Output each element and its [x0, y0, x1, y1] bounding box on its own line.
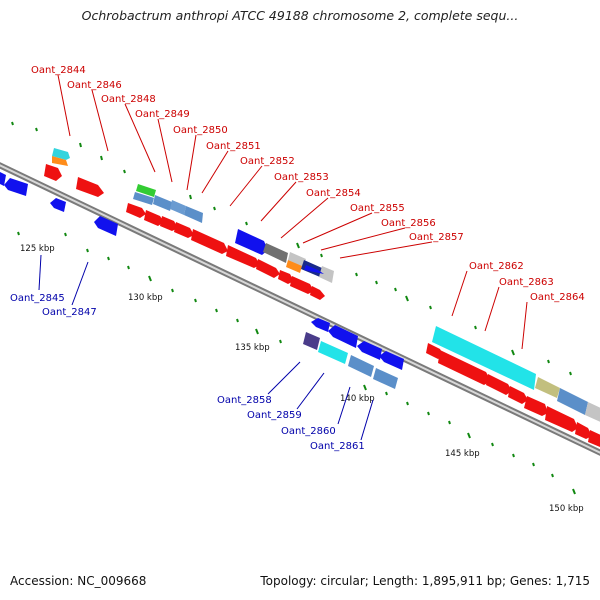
gene-blue-r3[interactable]	[357, 341, 382, 360]
gene-red-e[interactable]	[191, 229, 228, 254]
label-oant-2852[interactable]: Oant_2852	[240, 156, 295, 167]
label-oant-2856[interactable]: Oant_2856	[381, 218, 436, 229]
label-oant-2859[interactable]: Oant_2859	[247, 410, 302, 421]
gene-silver-b[interactable]	[319, 266, 334, 283]
reverse-label-connectors	[38, 254, 374, 441]
gene-blue-r1[interactable]	[311, 318, 330, 332]
gene-red-d[interactable]	[174, 222, 194, 238]
gene-blue-r2[interactable]	[328, 325, 358, 348]
tick-marks-outer	[11, 121, 572, 376]
reverse-strand-genes	[0, 172, 404, 389]
reverse-gene-labels: Oant_2845 Oant_2847 Oant_2858 Oant_2859 …	[10, 293, 365, 452]
gene-oant-2845[interactable]	[4, 178, 28, 196]
gene-oant-2864[interactable]	[557, 388, 588, 415]
gene-blue-edge[interactable]	[0, 172, 6, 186]
gene-red-i[interactable]	[290, 276, 314, 294]
gene-red-r[interactable]	[588, 430, 600, 449]
label-oant-2858[interactable]: Oant_2858	[217, 395, 272, 406]
accession-text: Accession: NC_009668	[10, 574, 147, 588]
gene-oant-2846[interactable]	[44, 164, 62, 181]
gene-oant-2860[interactable]	[348, 355, 374, 377]
label-oant-2854[interactable]: Oant_2854	[306, 188, 361, 199]
gene-green-small[interactable]	[136, 184, 156, 197]
label-oant-2855[interactable]: Oant_2855	[350, 203, 405, 214]
gene-orange-b[interactable]	[286, 260, 302, 273]
forward-gene-labels: Oant_2844 Oant_2846 Oant_2848 Oant_2849 …	[31, 65, 585, 303]
label-oant-2863[interactable]: Oant_2863	[499, 277, 554, 288]
label-oant-2853[interactable]: Oant_2853	[274, 172, 329, 183]
label-oant-2857[interactable]: Oant_2857	[409, 232, 464, 243]
gene-red-c[interactable]	[160, 216, 178, 231]
gene-gray-a[interactable]	[263, 243, 288, 263]
gene-blue-large[interactable]	[235, 229, 268, 255]
label-oant-2850[interactable]: Oant_2850	[173, 125, 228, 136]
gene-red-q[interactable]	[575, 422, 592, 439]
gene-oant-2858[interactable]	[303, 332, 320, 350]
scale-label-130: 130 kbp	[128, 293, 163, 303]
label-oant-2860[interactable]: Oant_2860	[281, 426, 336, 437]
gene-blue-r4[interactable]	[379, 351, 404, 370]
gene-red-h[interactable]	[278, 270, 294, 284]
gene-oant-2859[interactable]	[318, 341, 348, 364]
gene-oant-2863[interactable]	[535, 377, 560, 398]
page-title: Ochrobactrum anthropi ATCC 49188 chromos…	[81, 8, 519, 23]
label-oant-2849[interactable]: Oant_2849	[135, 109, 190, 120]
gene-red-f[interactable]	[226, 245, 260, 268]
gene-oant-2849[interactable]	[153, 195, 172, 211]
label-oant-2848[interactable]: Oant_2848	[101, 94, 156, 105]
gene-red-j[interactable]	[310, 286, 325, 300]
gene-blue-small-cap[interactable]	[304, 265, 324, 274]
gene-oant-2844[interactable]	[52, 148, 70, 160]
scale-label-140: 140 kbp	[340, 394, 375, 404]
gene-red-l[interactable]	[438, 350, 491, 385]
forward-strand-genes	[44, 148, 600, 449]
label-oant-2845[interactable]: Oant_2845	[10, 293, 65, 304]
gene-oant-2862[interactable]	[432, 326, 536, 390]
gene-oant-2851[interactable]	[184, 206, 203, 223]
label-oant-2851[interactable]: Oant_2851	[206, 141, 261, 152]
label-oant-2844[interactable]: Oant_2844	[31, 65, 86, 76]
gene-red-n[interactable]	[508, 386, 528, 404]
gene-silver-a[interactable]	[288, 252, 306, 267]
gene-oant-2847-b[interactable]	[94, 216, 118, 236]
scale-label-125: 125 kbp	[20, 244, 55, 254]
label-oant-2846[interactable]: Oant_2846	[67, 80, 122, 91]
label-oant-2861[interactable]: Oant_2861	[310, 441, 365, 452]
gene-oant-2861[interactable]	[373, 368, 398, 389]
gene-steel-a[interactable]	[133, 192, 154, 205]
scale-label-135: 135 kbp	[235, 343, 270, 353]
gene-red-o[interactable]	[524, 396, 548, 416]
scale-label-145: 145 kbp	[445, 449, 480, 459]
label-oant-2864[interactable]: Oant_2864	[530, 292, 585, 303]
label-oant-2862[interactable]: Oant_2862	[469, 261, 524, 272]
scale-label-150: 150 kbp	[549, 504, 584, 514]
tick-marks-inner	[17, 231, 576, 495]
topology-stats-text: Topology: circular; Length: 1,895,911 bp…	[260, 574, 590, 588]
gene-orange-small[interactable]	[52, 156, 68, 166]
gene-oant-2848-a[interactable]	[76, 177, 104, 197]
gene-silver-c[interactable]	[585, 402, 600, 424]
gene-red-g[interactable]	[256, 259, 280, 278]
gene-red-m[interactable]	[486, 374, 512, 395]
gene-red-p[interactable]	[545, 406, 578, 432]
gene-oant-2850[interactable]	[170, 200, 186, 215]
gene-red-b[interactable]	[144, 210, 164, 226]
forward-label-connectors	[57, 74, 528, 350]
label-oant-2847[interactable]: Oant_2847	[42, 307, 97, 318]
gene-red-a[interactable]	[126, 203, 146, 218]
gene-oant-2847-a[interactable]	[50, 198, 66, 212]
